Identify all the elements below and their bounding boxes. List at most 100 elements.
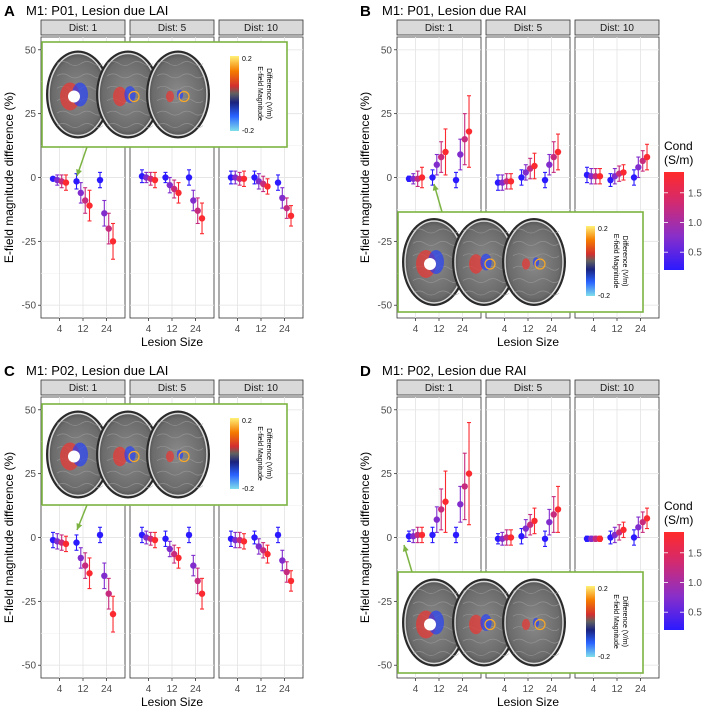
brain-sulcus (512, 638, 560, 644)
y-tick-label: 50 (381, 45, 393, 56)
x-tick-label: 12 (255, 324, 267, 335)
facet-strip-label: Dist: 10 (600, 383, 634, 394)
data-point (198, 215, 206, 222)
data-point (465, 470, 473, 477)
x-axis-label: Lesion Size (497, 695, 559, 709)
inset-colorbar-title: Difference (V/m) (265, 428, 272, 479)
data-point (251, 174, 258, 181)
data-point (438, 153, 445, 161)
inset-colorbar-max: 0.2 (242, 418, 252, 425)
x-tick-label: 24 (546, 324, 558, 335)
facet-strip (574, 379, 660, 396)
brain-sulcus (462, 241, 510, 246)
facet-strip-label: Dist: 10 (244, 383, 278, 394)
brain-sulcus (462, 651, 510, 656)
field-increase-blob (469, 254, 483, 274)
data-point (452, 176, 460, 184)
lesion-marker (68, 90, 80, 103)
data-point (77, 554, 85, 562)
data-point (588, 535, 595, 542)
data-point (433, 516, 440, 523)
lesion-marker (128, 450, 140, 463)
data-point (546, 518, 553, 526)
data-point (438, 506, 445, 513)
data-point (442, 498, 449, 505)
panel-letter: B (360, 3, 371, 20)
y-tick-label: -25 (378, 597, 393, 608)
data-point (232, 536, 239, 544)
brain-slice-image (502, 578, 566, 667)
brain-slice-image (46, 410, 110, 499)
brain-sulcus (106, 470, 154, 476)
brain-sulcus (412, 278, 460, 283)
brain-sulcus (156, 421, 204, 426)
x-tick-label: 12 (433, 684, 445, 695)
facet-strip-label: Dist: 1 (69, 23, 98, 34)
brain-slice-image (96, 410, 160, 499)
inset-colorbar (230, 418, 239, 489)
brain-sulcus (512, 589, 560, 594)
brain-sulcus (412, 241, 460, 246)
x-tick-label: 4 (146, 684, 152, 695)
field-increase-blob (522, 258, 530, 270)
data-point (274, 179, 282, 186)
data-point (96, 176, 104, 184)
panel-title: M1: P01, Lesion due RAI (382, 3, 527, 18)
brain-sulcus (412, 290, 460, 296)
data-point (639, 157, 646, 165)
lesion-marker (128, 90, 140, 103)
y-tick-label: -25 (22, 237, 37, 248)
legend-colorbar (664, 532, 684, 630)
data-point (643, 153, 651, 161)
y-tick-label: 25 (25, 109, 37, 120)
x-tick-label: 4 (591, 324, 597, 335)
brain-sulcus (106, 421, 154, 426)
inset-colorbar-min: -0.2 (598, 293, 610, 300)
panel-a: A M1: P01, Lesion due LAI E-field magnitud… (2, 3, 304, 349)
inset-arrow-head (402, 545, 409, 552)
brain-sulcus (56, 433, 104, 439)
inset-colorbar-min: -0.2 (242, 486, 254, 493)
brain-sulcus (156, 73, 204, 79)
x-tick-label: 24 (190, 324, 202, 335)
facet-strip-label: Dist: 5 (158, 23, 187, 34)
data-point (457, 151, 464, 158)
inset-arrow-head (432, 184, 439, 191)
data-point (643, 515, 651, 522)
data-point (151, 176, 159, 184)
field-increase-blob (113, 86, 127, 107)
data-point (433, 161, 440, 168)
data-point (190, 562, 197, 569)
data-point (283, 204, 290, 212)
brain-sulcus (412, 589, 460, 594)
legend-tick-label: 1.5 (688, 188, 702, 199)
x-tick-label: 4 (502, 324, 508, 335)
data-point (109, 238, 117, 245)
data-point (457, 501, 464, 508)
x-tick-label: 12 (77, 684, 89, 695)
data-point (279, 557, 286, 564)
data-point (162, 535, 169, 542)
data-point (554, 506, 562, 513)
data-point (86, 202, 93, 209)
brain-sulcus (462, 290, 510, 296)
data-point (279, 194, 286, 202)
brain-sulcus (512, 613, 560, 619)
x-tick-label: 4 (57, 324, 63, 335)
y-tick-label: -50 (22, 661, 37, 672)
y-tick-label: -50 (378, 661, 393, 672)
facet-strip-label: Dist: 1 (69, 383, 98, 394)
facet-strip (485, 379, 571, 396)
x-tick-label: 24 (457, 324, 469, 335)
facet-strip (218, 379, 304, 396)
data-point (190, 197, 197, 204)
brain-slice-image (146, 50, 210, 139)
inset-colorbar-title: Difference (V/m) (265, 68, 272, 119)
brain-slice-image (452, 578, 516, 667)
y-tick-label: -50 (378, 301, 393, 312)
inset-colorbar-title: E-field Magnitude (612, 234, 619, 289)
legend-tick-label: 0.5 (688, 248, 702, 259)
inset-colorbar-title: E-field Magnitude (612, 594, 619, 649)
brain-sulcus (106, 123, 154, 128)
brain-slice-image (402, 218, 466, 306)
